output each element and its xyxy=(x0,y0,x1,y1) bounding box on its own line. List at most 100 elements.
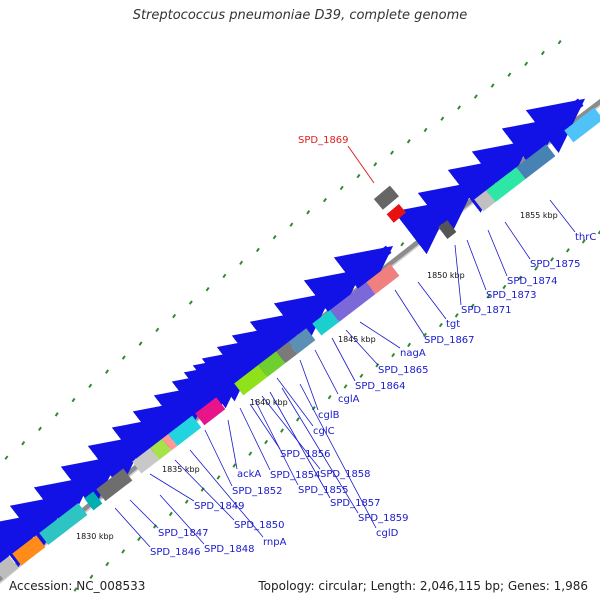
dot-marker xyxy=(422,332,427,338)
gene-label-spd_1847[interactable]: SPD_1847 xyxy=(158,528,209,539)
dot-marker xyxy=(222,273,227,279)
gene-label-naga[interactable]: nagA xyxy=(400,348,426,359)
dot-marker xyxy=(272,235,277,240)
feature-block xyxy=(474,190,496,212)
tick-1830: 1830 kbp xyxy=(76,532,114,541)
gene-label-rnpa[interactable]: rnpA xyxy=(263,537,287,548)
gene-label-spd_1874[interactable]: SPD_1874 xyxy=(507,276,558,287)
accession: Accession: NC_008533 xyxy=(9,579,146,593)
leader-line xyxy=(359,321,401,349)
gene-label-spd_1857[interactable]: SPD_1857 xyxy=(330,498,381,509)
gene-arrow xyxy=(303,268,364,324)
dot-marker xyxy=(138,341,143,346)
gene-label-spd_1875[interactable]: SPD_1875 xyxy=(530,259,581,270)
gene-label-spd_1865[interactable]: SPD_1865 xyxy=(378,365,429,376)
dot-marker xyxy=(440,116,445,121)
dot-marker xyxy=(565,248,570,253)
gene-label-cgld[interactable]: cglD xyxy=(376,528,399,539)
feature-block xyxy=(234,365,268,396)
dot-marker xyxy=(200,487,205,492)
feature-block xyxy=(84,491,103,511)
leader-line xyxy=(454,244,462,306)
dot-marker xyxy=(121,549,126,554)
dot-marker xyxy=(390,150,394,155)
colored-feature-track[interactable] xyxy=(0,107,600,580)
dot-marker xyxy=(37,426,42,432)
feature-block xyxy=(564,107,600,143)
dot-marker xyxy=(406,139,411,144)
gene-label-cglc[interactable]: cglC xyxy=(313,426,335,437)
gene-label-spd_1848[interactable]: SPD_1848 xyxy=(204,544,255,555)
dot-marker xyxy=(457,105,462,110)
feature-block xyxy=(516,144,556,180)
gene-arrow xyxy=(249,310,310,365)
gene-label-spd_1855[interactable]: SPD_1855 xyxy=(298,485,349,496)
tick-labels: 1830 kbp 1835 kbp 1840 kbp 1845 kbp 1850… xyxy=(76,211,558,541)
dot-marker xyxy=(486,294,491,299)
dot-marker xyxy=(88,383,93,389)
highlight-label[interactable]: SPD_1869 xyxy=(298,135,349,146)
gene-label-spd_1873[interactable]: SPD_1873 xyxy=(486,290,537,301)
gene-label-spd_1846[interactable]: SPD_1846 xyxy=(150,547,201,558)
gene-arrow xyxy=(0,512,46,568)
dot-marker xyxy=(155,327,160,332)
leader-line xyxy=(417,281,447,320)
leader-line xyxy=(204,429,233,487)
dot-marker xyxy=(581,239,586,244)
gene-label-cgla[interactable]: cglA xyxy=(338,394,360,405)
gene-label-spd_1867[interactable]: SPD_1867 xyxy=(424,335,475,346)
dot-marker xyxy=(255,247,260,253)
tick-1845: 1845 kbp xyxy=(338,335,376,344)
dot-marker xyxy=(343,384,348,389)
dot-marker xyxy=(418,229,423,235)
gene-label-spd_1852[interactable]: SPD_1852 xyxy=(232,486,283,497)
leader-line xyxy=(269,391,331,499)
gene-label-spd_1854[interactable]: SPD_1854 xyxy=(270,470,321,481)
dot-marker xyxy=(264,439,269,445)
feature-block xyxy=(438,220,457,239)
gene-label-spd_1871[interactable]: SPD_1871 xyxy=(461,305,512,316)
dot-marker xyxy=(438,322,443,328)
leader-line xyxy=(149,473,195,502)
tick-1840: 1840 kbp xyxy=(250,398,288,407)
feature-block xyxy=(195,397,226,426)
dot-marker xyxy=(473,94,478,99)
gene-labels[interactable]: SPD_1846 SPD_1847 SPD_1848 SPD_1849 SPD_1850… xyxy=(114,199,596,558)
gene-label-spd_1850[interactable]: SPD_1850 xyxy=(234,520,285,531)
feature-block xyxy=(162,434,178,451)
dot-marker xyxy=(540,50,545,56)
dot-marker xyxy=(407,342,412,348)
tick-1855: 1855 kbp xyxy=(520,211,558,220)
dot-marker xyxy=(105,561,110,567)
gene-arrow xyxy=(333,245,394,301)
gene-label-spd_1859[interactable]: SPD_1859 xyxy=(358,513,409,524)
leader-line xyxy=(276,377,314,427)
leader-line xyxy=(299,359,319,411)
gene-arrow xyxy=(216,335,277,390)
feature-block xyxy=(96,468,133,502)
gene-arrow xyxy=(87,434,148,489)
dot-marker xyxy=(550,257,554,262)
leader-line xyxy=(331,337,356,382)
gene-label-cglb[interactable]: cglB xyxy=(318,410,340,421)
dot-marker xyxy=(184,499,189,504)
gene-label-tgt[interactable]: tgt xyxy=(446,319,460,330)
dot-marker xyxy=(356,173,361,179)
highlighted-gene[interactable]: SPD_1869 xyxy=(298,135,406,223)
dot-marker xyxy=(327,395,332,400)
dot-marker xyxy=(71,397,76,403)
forward-gene-track[interactable] xyxy=(0,98,586,586)
gene-label-spd_1858[interactable]: SPD_1858 xyxy=(320,469,371,480)
gene-label-thrc[interactable]: thrC xyxy=(575,232,596,243)
feature-block xyxy=(168,415,202,446)
gene-label-spd_1849[interactable]: SPD_1849 xyxy=(194,501,245,512)
dot-marker xyxy=(54,412,59,417)
feature-block xyxy=(276,342,298,364)
gene-label-acka[interactable]: ackA xyxy=(237,469,261,480)
gene-arrow xyxy=(33,475,94,531)
leader-line xyxy=(281,387,359,514)
gene-arrow xyxy=(111,415,172,471)
gene-label-spd_1864[interactable]: SPD_1864 xyxy=(355,381,406,392)
leader-line xyxy=(394,289,425,336)
